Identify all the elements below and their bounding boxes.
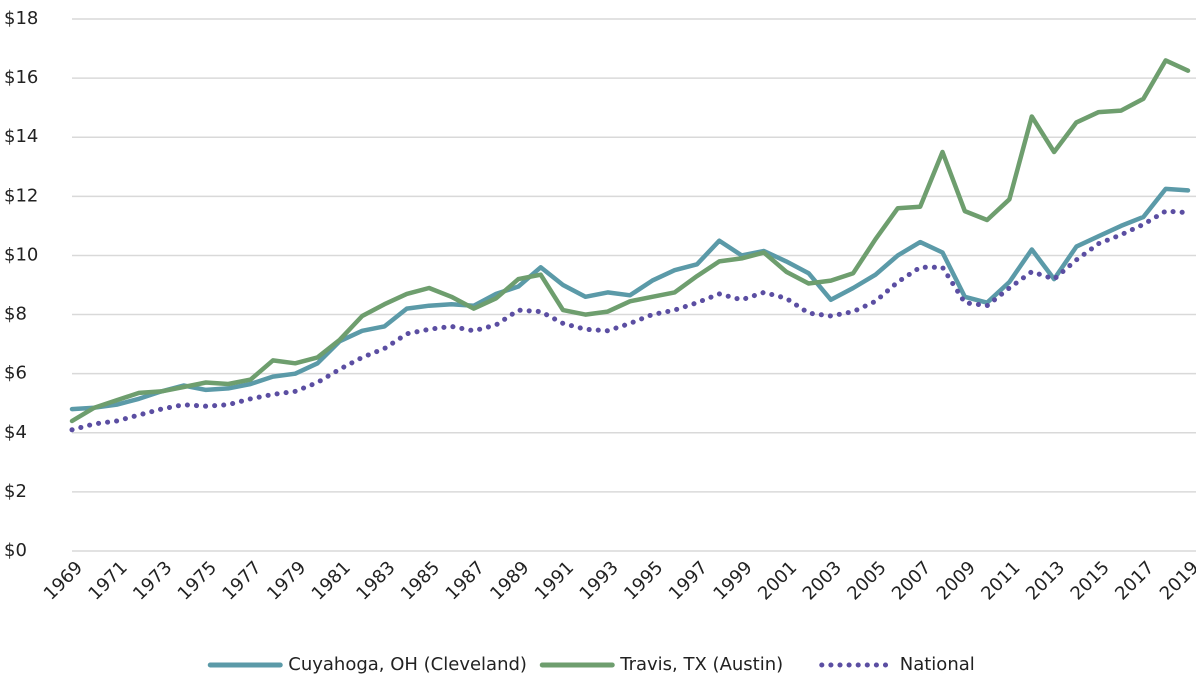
x-tick-label: 2011 (977, 557, 1024, 604)
x-tick-label: 1969 (40, 557, 87, 604)
x-tick-label: 1993 (576, 557, 623, 604)
x-tick-label: 2009 (933, 557, 980, 604)
y-tick-label: $18 (4, 8, 38, 29)
x-tick-label: 1975 (174, 557, 221, 604)
x-tick-label: 2015 (1067, 557, 1114, 604)
y-tick-label: $10 (4, 244, 38, 265)
x-tick-label: 1989 (486, 557, 533, 604)
x-tick-label: 2001 (754, 557, 801, 604)
x-tick-label: 1983 (352, 557, 399, 604)
y-tick-label: $12 (4, 185, 38, 206)
legend-label: Travis, TX (Austin) (619, 654, 783, 675)
x-tick-label: 1997 (665, 557, 712, 604)
x-tick-label: 2003 (799, 557, 846, 604)
x-tick-label: 2017 (1111, 557, 1158, 604)
y-tick-label: $2 (4, 481, 27, 502)
y-tick-label: $4 (4, 422, 27, 443)
legend-label: Cuyahoga, OH (Cleveland) (288, 654, 527, 675)
x-tick-label: 1981 (308, 557, 355, 604)
y-tick-label: $6 (4, 363, 27, 384)
y-tick-label: $14 (4, 126, 38, 147)
y-tick-label: $16 (4, 67, 38, 88)
legend-label: National (900, 654, 975, 675)
series-line (69, 208, 1191, 433)
x-tick-label: 1995 (620, 557, 667, 604)
x-tick-label: 2013 (1022, 557, 1069, 604)
x-tick-label: 2019 (1156, 557, 1196, 604)
x-tick-label: 1991 (531, 557, 578, 604)
x-tick-label: 1977 (218, 557, 265, 604)
series-line (69, 186, 1191, 412)
x-tick-label: 1971 (84, 557, 131, 604)
series-line (69, 58, 1191, 424)
x-tick-label: 1985 (397, 557, 444, 604)
y-tick-label: $0 (4, 540, 27, 561)
x-tick-label: 1973 (129, 557, 176, 604)
y-tick-label: $8 (4, 304, 27, 325)
x-tick-label: 2005 (843, 557, 890, 604)
x-tick-label: 1987 (442, 557, 489, 604)
x-tick-label: 1999 (709, 557, 756, 604)
x-tick-label: 1979 (263, 557, 310, 604)
x-tick-label: 2007 (888, 557, 935, 604)
